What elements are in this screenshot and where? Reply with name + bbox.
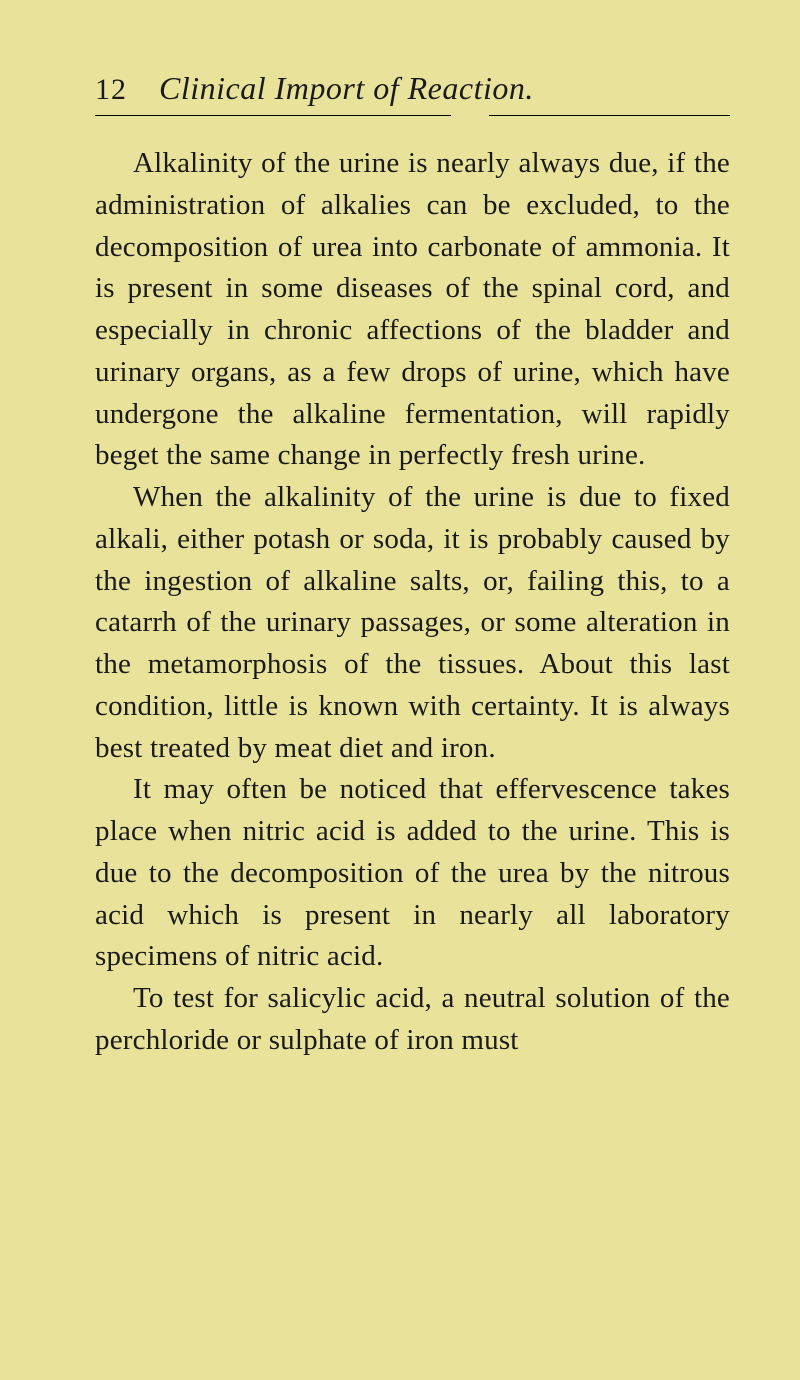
header-rule bbox=[95, 115, 730, 117]
paragraph-2: When the alkalinity of the urine is due … bbox=[95, 477, 730, 769]
paragraph-1: Alkalinity of the urine is nearly always… bbox=[95, 143, 730, 477]
running-title: Clinical Import of Reaction. bbox=[159, 70, 534, 107]
paragraph-3: It may often be noticed that effervescen… bbox=[95, 769, 730, 978]
header-rule-left bbox=[95, 115, 451, 116]
book-page: 12 Clinical Import of Reaction. Alkalini… bbox=[0, 0, 800, 1380]
body-text: Alkalinity of the urine is nearly always… bbox=[95, 143, 730, 1062]
page-number: 12 bbox=[95, 73, 127, 107]
running-header: 12 Clinical Import of Reaction. bbox=[95, 70, 730, 107]
header-rule-right bbox=[489, 115, 730, 116]
paragraph-4: To test for salicylic acid, a neutral so… bbox=[95, 978, 730, 1062]
